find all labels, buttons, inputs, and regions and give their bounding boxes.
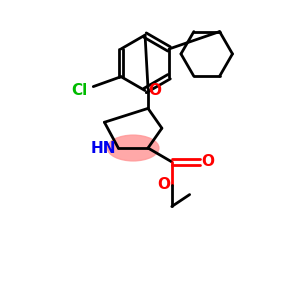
Ellipse shape xyxy=(107,135,159,161)
Text: O: O xyxy=(201,154,214,169)
Text: O: O xyxy=(148,83,161,98)
Text: HN: HN xyxy=(91,140,116,155)
Text: Cl: Cl xyxy=(71,83,88,98)
Text: O: O xyxy=(158,177,170,192)
